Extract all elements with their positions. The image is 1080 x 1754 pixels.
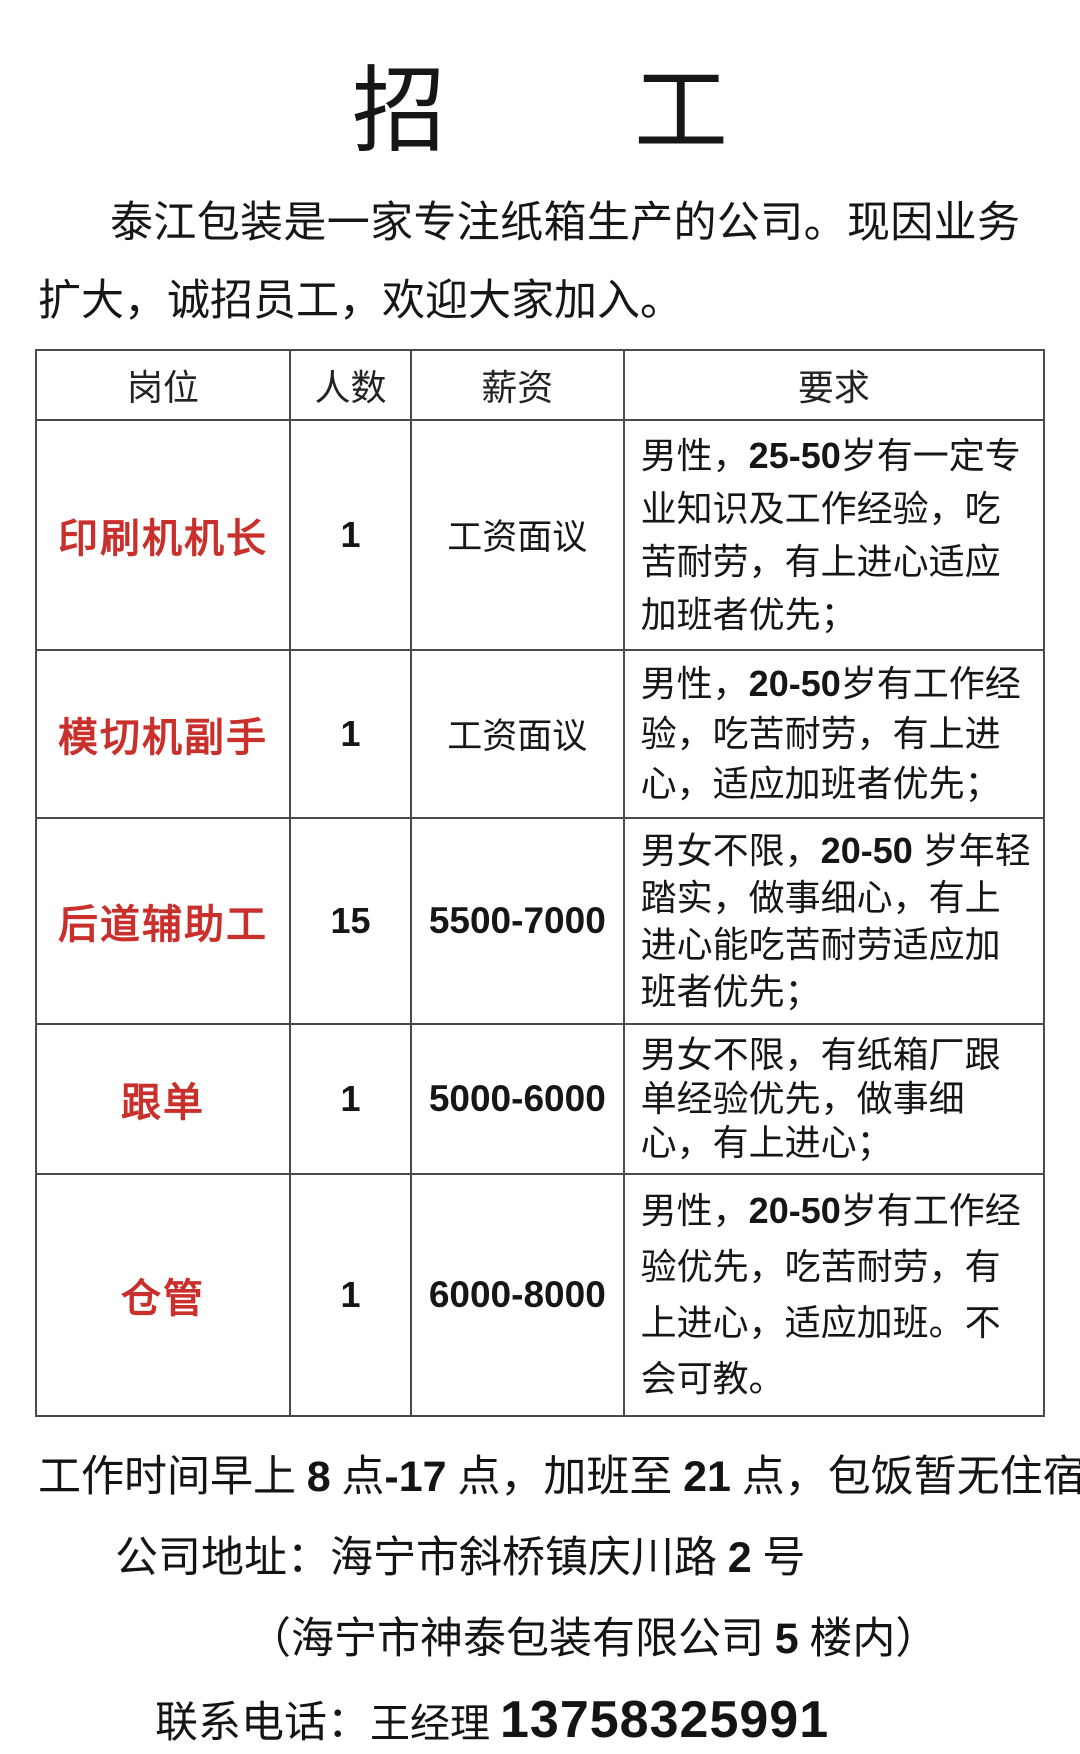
- job-row: 模切机副手 1 工资面议 男性，20-50岁有工作经验，吃苦耐劳，有上进心，适应加班者…: [34, 648, 1046, 819]
- requirement-cell: 男女不限，20-50 岁年轻踏实，做事细心，有上进心能吃苦耐劳适应加班者优先；: [622, 816, 1046, 1025]
- text-segment: 王经理: [370, 1700, 500, 1746]
- salary-cell: 5000-6000: [409, 1022, 625, 1175]
- bold-number-text: 5: [774, 1614, 799, 1663]
- bold-number-text: 2: [727, 1533, 752, 1582]
- text-segment: 男性，: [640, 1189, 749, 1231]
- count-cell: 1: [289, 418, 412, 651]
- count-cell: 15: [289, 816, 412, 1025]
- footer-line-address-note: （海宁市神泰包装有限公司 5 楼内）: [248, 1609, 1080, 1670]
- salary-cell: 5500-7000: [409, 816, 625, 1025]
- footer-line-contact-phone: 联系电话：王经理 13758325991: [155, 1690, 1080, 1754]
- table-header-row: 岗位 人数 薪资 要求: [34, 348, 1046, 421]
- text-segment: 岁有工作经验优先，吃苦耐劳，有上进心，适应加班。不会可教。: [640, 1189, 1021, 1399]
- salary-cell: 工资面议: [409, 418, 625, 651]
- position-cell: 仓管: [34, 1172, 292, 1417]
- column-header-requirement: 要求: [622, 348, 1046, 421]
- recruitment-poster: 招 工 泰江包装是一家专注纸箱生产的公司。现因业务扩大，诚招员工，欢迎大家加入。…: [34, 60, 1080, 1749]
- poster-footer: 工作时间早上 8 点-17 点，加班至 21 点，包饭暂无住宿， 公司地址：海宁市…: [0, 1447, 1080, 1754]
- footer-line-work-hours: 工作时间早上 8 点-17 点，加班至 21 点，包饭暂无住宿，: [38, 1447, 1080, 1508]
- bold-number-text: 25-50: [748, 434, 841, 476]
- column-header-position: 岗位: [34, 348, 292, 421]
- salary-cell: 6000-8000: [409, 1172, 625, 1417]
- count-cell: 1: [289, 1022, 412, 1175]
- bold-number-text: 20-50: [820, 829, 913, 871]
- bold-number-text: 20-50: [748, 1189, 841, 1231]
- text-segment: 男女不限，: [640, 829, 821, 871]
- bold-number-text: -17: [384, 1452, 447, 1501]
- text-segment: 号: [751, 1534, 806, 1582]
- text-segment: 男性，: [640, 662, 749, 704]
- position-cell: 后道辅助工: [34, 816, 292, 1025]
- text-segment: 岁有一定专业知识及工作经验，吃苦耐劳，有上进心适应加班者优先；: [640, 434, 1021, 635]
- jobs-table: 岗位 人数 薪资 要求 印刷机机长 1 工资面议 男性，25-50岁有一定专业知识及工作经验…: [34, 348, 1046, 1417]
- column-header-count: 人数: [289, 348, 412, 421]
- count-cell: 1: [289, 1172, 412, 1417]
- column-header-salary: 薪资: [409, 348, 625, 421]
- bold-number-text: 20-50: [748, 662, 841, 704]
- text-segment: （海宁市神泰包装有限公司: [248, 1615, 775, 1663]
- salary-cell: 工资面议: [409, 648, 625, 819]
- text-segment: 楼内）: [798, 1615, 939, 1663]
- position-cell: 印刷机机长: [34, 418, 292, 651]
- text-segment: 点: [330, 1453, 385, 1501]
- bold-number-text: 21: [683, 1452, 731, 1501]
- requirement-cell: 男性，20-50岁有工作经验，吃苦耐劳，有上进心，适应加班者优先；: [622, 648, 1046, 819]
- text-segment: 公司地址：海宁市斜桥镇庆川路: [115, 1534, 728, 1582]
- position-cell: 模切机副手: [34, 648, 292, 819]
- intro-paragraph: 泰江包装是一家专注纸箱生产的公司。现因业务扩大，诚招员工，欢迎大家加入。: [38, 199, 1020, 325]
- position-cell: 跟单: [34, 1022, 292, 1175]
- requirement-cell: 男性，25-50岁有一定专业知识及工作经验，吃苦耐劳，有上进心适应加班者优先；: [622, 418, 1046, 651]
- requirement-cell: 男性，20-50岁有工作经验优先，吃苦耐劳，有上进心，适应加班。不会可教。: [622, 1172, 1046, 1417]
- job-row: 后道辅助工 15 5500-7000 男女不限，20-50 岁年轻踏实，做事细心，有上…: [34, 816, 1046, 1025]
- text-segment: 男性，: [640, 434, 749, 476]
- poster-title: 招 工: [351, 60, 728, 164]
- text-segment: 点，加班至: [446, 1453, 684, 1501]
- job-row: 跟单 1 5000-6000 男女不限，有纸箱厂跟单经验优先，做事细心，有上进心；: [34, 1022, 1046, 1175]
- footer-line-company-address: 公司地址：海宁市斜桥镇庆川路 2 号: [115, 1528, 1080, 1589]
- text-segment: 岁年轻踏实，做事细心，有上进心能吃苦耐劳适应加班者优先；: [640, 829, 1031, 1012]
- bold-number-text: 8: [306, 1452, 331, 1501]
- job-row: 印刷机机长 1 工资面议 男性，25-50岁有一定专业知识及工作经验，吃苦耐劳，有上进…: [34, 418, 1046, 651]
- text-segment: 男女不限，有纸箱厂跟单经验优先，做事细心，有上进心；: [640, 1033, 1001, 1163]
- requirement-cell: 男女不限，有纸箱厂跟单经验优先，做事细心，有上进心；: [622, 1022, 1046, 1175]
- count-cell: 1: [289, 648, 412, 819]
- text-segment: 工作时间早上: [38, 1453, 307, 1501]
- bold-number-text: 13758325991: [500, 1690, 830, 1749]
- text-segment: 联系电话：: [155, 1699, 370, 1747]
- job-row: 仓管 1 6000-8000 男性，20-50岁有工作经验优先，吃苦耐劳，有上进心，适…: [34, 1172, 1046, 1417]
- text-segment: 岁有工作经验，吃苦耐劳，有上进心，适应加班者优先；: [640, 662, 1021, 804]
- text-segment: 点，包饭暂无住宿，: [741, 1453, 1080, 1501]
